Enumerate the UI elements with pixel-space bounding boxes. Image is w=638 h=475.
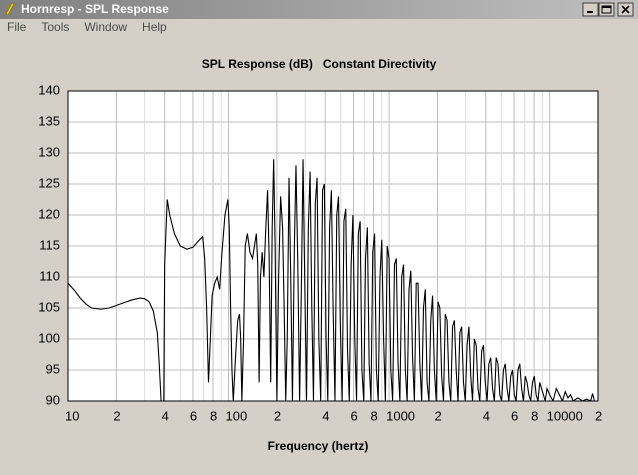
x-tick-label: 2 xyxy=(595,408,602,423)
plot-border xyxy=(67,90,599,402)
x-tick-label: 4 xyxy=(322,408,329,423)
x-tick-label: 10000 xyxy=(547,408,583,423)
minimize-button[interactable] xyxy=(582,2,599,17)
y-tick-label: 120 xyxy=(38,206,60,221)
y-tick-label: 105 xyxy=(38,299,60,314)
y-tick-label: 95 xyxy=(46,361,60,376)
x-tick-label: 100 xyxy=(226,408,248,423)
x-tick-label: 6 xyxy=(190,408,197,423)
x-tick-label: 4 xyxy=(483,408,490,423)
x-axis-label: Frequency (hertz) xyxy=(268,439,369,453)
app-icon xyxy=(5,2,15,16)
y-tick-label: 140 xyxy=(38,82,60,97)
y-tick-label: 115 xyxy=(39,237,60,252)
y-tick-label: 100 xyxy=(38,330,60,345)
y-tick-label: 130 xyxy=(38,144,60,159)
x-tick-label: 8 xyxy=(371,408,378,423)
spl-curve xyxy=(68,159,595,401)
title-bar xyxy=(0,0,638,19)
y-tick-label: 135 xyxy=(38,113,60,128)
y-tick-label: 110 xyxy=(39,268,60,283)
x-tick-label: 2 xyxy=(274,408,281,423)
x-tick-label: 2 xyxy=(434,408,441,423)
menu-item[interactable]: Window xyxy=(84,20,127,34)
x-tick-label: 2 xyxy=(113,408,120,423)
chart-title: SPL Response (dB) Constant Directivity xyxy=(202,57,437,71)
x-tick-label: 6 xyxy=(511,408,518,423)
y-tick-label: 125 xyxy=(38,175,60,190)
menu-item[interactable]: Help xyxy=(142,20,167,34)
x-tick-label: 8 xyxy=(210,408,217,423)
x-tick-label: 10 xyxy=(65,408,79,423)
y-tick-label: 90 xyxy=(46,392,60,407)
x-tick-label: 6 xyxy=(350,408,357,423)
x-tick-label: 1000 xyxy=(386,408,415,423)
maximize-button[interactable] xyxy=(598,2,615,17)
menu-item[interactable]: File xyxy=(7,20,27,34)
x-tick-label: 4 xyxy=(162,408,169,423)
x-tick-label: 8 xyxy=(531,408,538,423)
close-button[interactable] xyxy=(617,2,634,17)
menu-item[interactable]: Tools xyxy=(41,20,69,34)
window-title: Hornresp - SPL Response xyxy=(21,2,169,16)
